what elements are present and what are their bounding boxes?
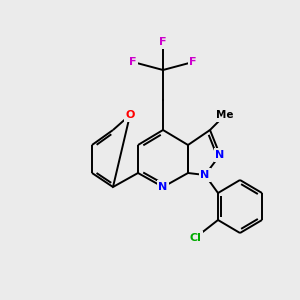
Text: N: N: [215, 150, 225, 160]
Text: F: F: [189, 57, 197, 67]
Text: Me: Me: [216, 110, 234, 120]
Text: F: F: [129, 57, 137, 67]
Text: O: O: [125, 110, 135, 120]
Text: N: N: [158, 182, 168, 192]
Text: N: N: [200, 170, 210, 180]
Text: Cl: Cl: [189, 233, 201, 243]
Text: F: F: [159, 37, 167, 47]
